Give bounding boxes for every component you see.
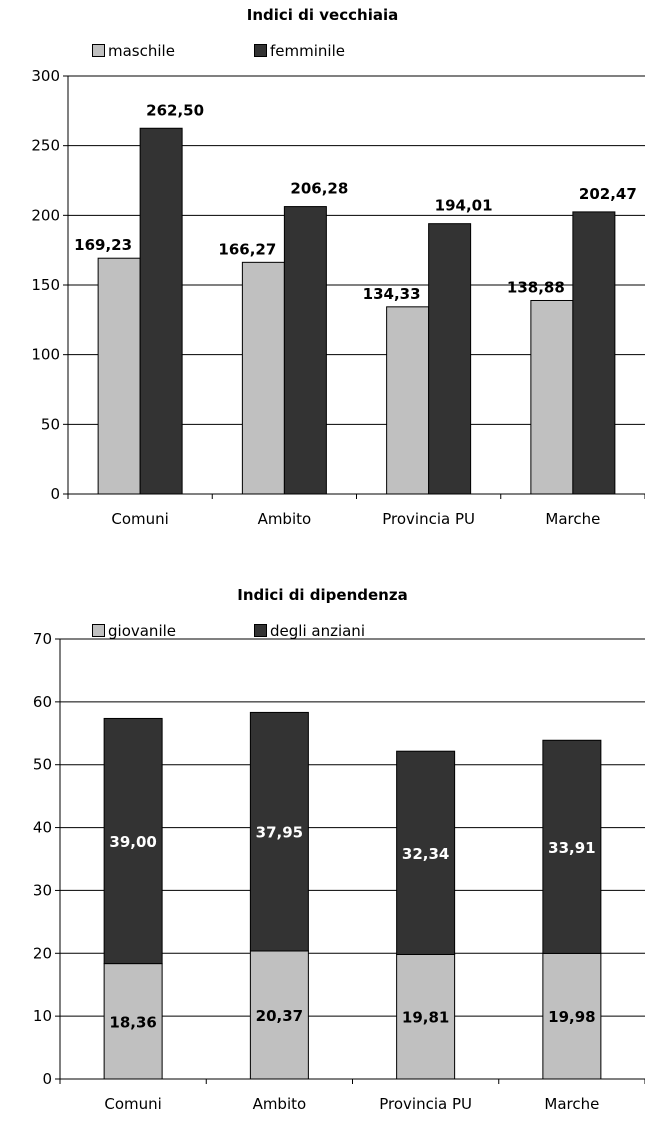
y-tick-label: 250 bbox=[31, 137, 60, 155]
bar-giovanile bbox=[103, 963, 163, 1080]
bar-femminile bbox=[283, 206, 327, 495]
bar-degli anziani bbox=[103, 717, 163, 965]
bar-giovanile bbox=[396, 953, 456, 1080]
chart-plot-area: 0 10 20 30 40 50 60 70 Comuni 18,36 39,00 Ambito 20,… bbox=[33, 630, 645, 1113]
legend-label-giovanile: giovanile bbox=[108, 622, 177, 640]
bar-femminile bbox=[139, 127, 183, 495]
y-tick-label: 20 bbox=[33, 944, 52, 962]
y-tick-label: 60 bbox=[33, 693, 52, 711]
old-age-index-chart: Indici di vecchiaia maschile femminile 0… bbox=[0, 0, 645, 560]
legend-swatch-degli-anziani bbox=[254, 624, 267, 637]
bar-maschile bbox=[241, 261, 285, 495]
data-label: 202,47 bbox=[579, 185, 637, 203]
y-tick-label: 0 bbox=[50, 485, 60, 503]
data-label: 194,01 bbox=[435, 197, 493, 215]
y-tick-label: 50 bbox=[41, 415, 60, 433]
data-label: 33,91 bbox=[548, 839, 595, 857]
data-label: 19,98 bbox=[548, 1008, 595, 1026]
x-tick-label: Comuni bbox=[111, 510, 168, 528]
bar-degli anziani bbox=[542, 739, 602, 954]
x-tick-label: Marche bbox=[545, 510, 600, 528]
legend-item-femminile: femminile bbox=[254, 42, 345, 60]
legend-swatch-maschile bbox=[92, 44, 105, 57]
x-tick-label: Marche bbox=[544, 1095, 599, 1113]
bar-degli anziani bbox=[249, 711, 309, 952]
data-label: 262,50 bbox=[146, 101, 204, 119]
y-tick-label: 100 bbox=[31, 346, 60, 364]
data-label: 37,95 bbox=[256, 824, 303, 842]
bar-femminile bbox=[428, 223, 472, 495]
y-tick-label: 0 bbox=[42, 1070, 52, 1088]
legend-label-degli-anziani: degli anziani bbox=[270, 622, 365, 640]
legend-item-maschile: maschile bbox=[92, 42, 175, 60]
legend-swatch-giovanile bbox=[92, 624, 105, 637]
x-tick-label: Ambito bbox=[258, 510, 312, 528]
bar-maschile bbox=[97, 257, 141, 495]
y-tick-label: 30 bbox=[33, 881, 52, 899]
legend-item-giovanile: giovanile bbox=[92, 622, 176, 640]
y-tick-label: 10 bbox=[33, 1007, 52, 1025]
legend-item-degli-anziani: degli anziani bbox=[254, 622, 365, 640]
data-label: 206,28 bbox=[290, 180, 348, 198]
legend-swatch-femminile bbox=[254, 44, 267, 57]
data-label: 39,00 bbox=[109, 833, 156, 851]
data-label: 20,37 bbox=[256, 1007, 303, 1025]
bar-degli anziani bbox=[396, 750, 456, 955]
data-label: 32,34 bbox=[402, 845, 449, 863]
x-tick-label: Provincia PU bbox=[382, 510, 475, 528]
data-label: 138,88 bbox=[507, 278, 565, 296]
y-tick-label: 70 bbox=[33, 630, 52, 648]
x-tick-label: Provincia PU bbox=[379, 1095, 472, 1113]
legend-label-femminile: femminile bbox=[270, 42, 345, 60]
legend-label-maschile: maschile bbox=[108, 42, 175, 60]
chart-title: Indici di vecchiaia bbox=[246, 6, 399, 24]
chart-plot-area: 0 50 100 150 200 250 300 Comuni 169,23 262,50 Ambi… bbox=[31, 67, 645, 528]
y-tick-label: 40 bbox=[33, 819, 52, 837]
bar-femminile bbox=[572, 211, 616, 495]
dependency-index-chart: Indici di dipendenza giovanile degli anz… bbox=[0, 580, 645, 1124]
y-tick-label: 150 bbox=[31, 276, 60, 294]
bar-maschile bbox=[530, 299, 574, 495]
bar-maschile bbox=[386, 306, 430, 495]
x-tick-label: Comuni bbox=[104, 1095, 161, 1113]
x-tick-label: Ambito bbox=[253, 1095, 307, 1113]
y-tick-label: 50 bbox=[33, 756, 52, 774]
y-tick-label: 300 bbox=[31, 67, 60, 85]
data-label: 134,33 bbox=[363, 285, 421, 303]
data-label: 18,36 bbox=[109, 1013, 156, 1031]
data-label: 166,27 bbox=[218, 240, 276, 258]
data-label: 19,81 bbox=[402, 1009, 449, 1027]
chart-title: Indici di dipendenza bbox=[237, 586, 408, 604]
data-label: 169,23 bbox=[74, 236, 132, 254]
y-tick-label: 200 bbox=[31, 206, 60, 224]
